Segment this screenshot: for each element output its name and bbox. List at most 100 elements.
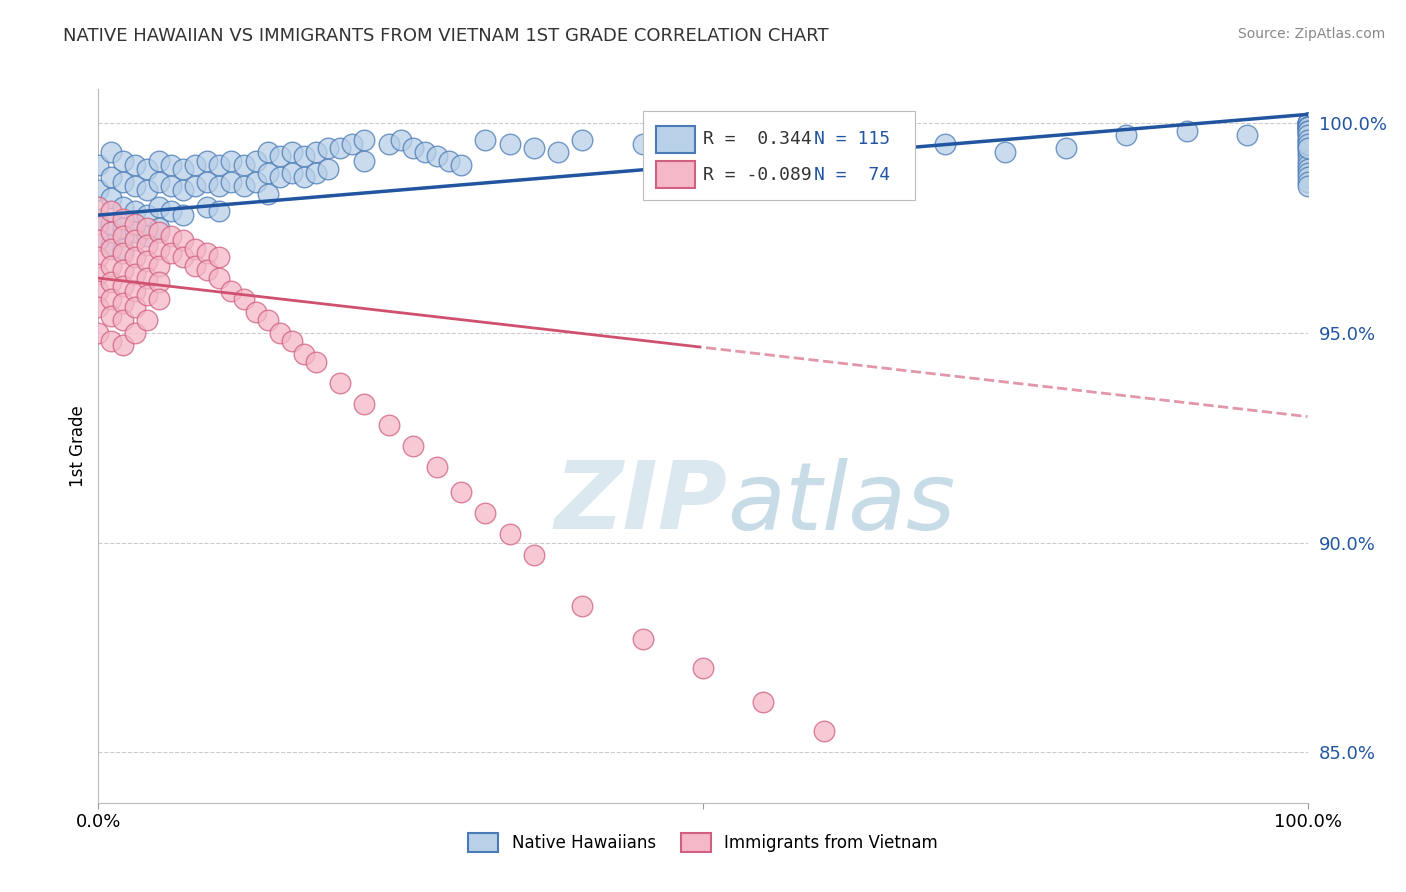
Point — [195, 153, 218, 168]
Point — [1296, 116, 1319, 130]
Point — [184, 178, 207, 193]
Point — [135, 288, 157, 302]
Text: R = -0.089: R = -0.089 — [703, 166, 811, 184]
FancyBboxPatch shape — [655, 161, 695, 188]
Point — [1296, 153, 1319, 168]
Point — [100, 242, 122, 256]
Point — [135, 161, 157, 176]
Point — [148, 259, 170, 273]
Point — [135, 208, 157, 222]
Point — [172, 208, 194, 222]
Point — [523, 141, 546, 155]
Point — [184, 158, 207, 172]
Point — [111, 246, 134, 260]
Point — [474, 132, 496, 146]
Point — [148, 225, 170, 239]
Point — [1296, 116, 1319, 130]
Point — [1236, 128, 1258, 143]
Text: ZIP: ZIP — [554, 457, 727, 549]
Point — [256, 166, 278, 180]
Point — [100, 191, 122, 205]
Point — [100, 225, 122, 239]
Point — [111, 220, 134, 235]
Point — [111, 175, 134, 189]
Point — [450, 158, 472, 172]
Point — [631, 136, 654, 151]
Point — [172, 161, 194, 176]
Point — [135, 183, 157, 197]
Point — [232, 292, 254, 306]
Point — [148, 153, 170, 168]
Point — [752, 132, 775, 146]
Point — [692, 141, 714, 155]
Point — [1296, 149, 1319, 163]
Point — [100, 309, 122, 323]
Point — [87, 301, 110, 315]
FancyBboxPatch shape — [643, 111, 915, 200]
Point — [377, 417, 399, 432]
Point — [292, 149, 315, 163]
Point — [100, 237, 122, 252]
Point — [195, 246, 218, 260]
Point — [124, 250, 146, 264]
Point — [221, 284, 243, 298]
Point — [124, 217, 146, 231]
Point — [1054, 141, 1077, 155]
Point — [135, 229, 157, 244]
Point — [269, 170, 291, 185]
Point — [195, 262, 218, 277]
Point — [1296, 141, 1319, 155]
Point — [316, 141, 339, 155]
Point — [87, 217, 110, 231]
Point — [245, 175, 267, 189]
Text: NATIVE HAWAIIAN VS IMMIGRANTS FROM VIETNAM 1ST GRADE CORRELATION CHART: NATIVE HAWAIIAN VS IMMIGRANTS FROM VIETN… — [63, 27, 830, 45]
Point — [426, 149, 449, 163]
Point — [1296, 141, 1319, 155]
Point — [873, 141, 896, 155]
Point — [1115, 128, 1137, 143]
Point — [124, 203, 146, 218]
Point — [1296, 170, 1319, 185]
Point — [353, 397, 375, 411]
Point — [100, 334, 122, 348]
Point — [281, 166, 304, 180]
Point — [1296, 136, 1319, 151]
Point — [195, 175, 218, 189]
Text: N = 115: N = 115 — [814, 130, 890, 148]
Text: N =  74: N = 74 — [814, 166, 890, 184]
Point — [1296, 120, 1319, 134]
Point — [160, 229, 183, 244]
Y-axis label: 1st Grade: 1st Grade — [69, 405, 87, 487]
Point — [100, 275, 122, 289]
Point — [1296, 128, 1319, 143]
Point — [1296, 116, 1319, 130]
Point — [631, 632, 654, 646]
Point — [498, 136, 520, 151]
Point — [1296, 166, 1319, 180]
Point — [547, 145, 569, 160]
Point — [124, 178, 146, 193]
Point — [426, 460, 449, 475]
Point — [124, 225, 146, 239]
Point — [1296, 124, 1319, 138]
Point — [124, 284, 146, 298]
Point — [329, 376, 352, 390]
Point — [413, 145, 436, 160]
Point — [1296, 175, 1319, 189]
Point — [111, 200, 134, 214]
Point — [305, 355, 328, 369]
Point — [232, 158, 254, 172]
Point — [87, 212, 110, 227]
Point — [221, 153, 243, 168]
Point — [292, 346, 315, 360]
Point — [195, 200, 218, 214]
Point — [571, 599, 593, 613]
Point — [87, 250, 110, 264]
Point — [292, 170, 315, 185]
Point — [1296, 145, 1319, 160]
Point — [269, 326, 291, 340]
Point — [1296, 178, 1319, 193]
Point — [208, 178, 231, 193]
Point — [1296, 161, 1319, 176]
Point — [160, 158, 183, 172]
